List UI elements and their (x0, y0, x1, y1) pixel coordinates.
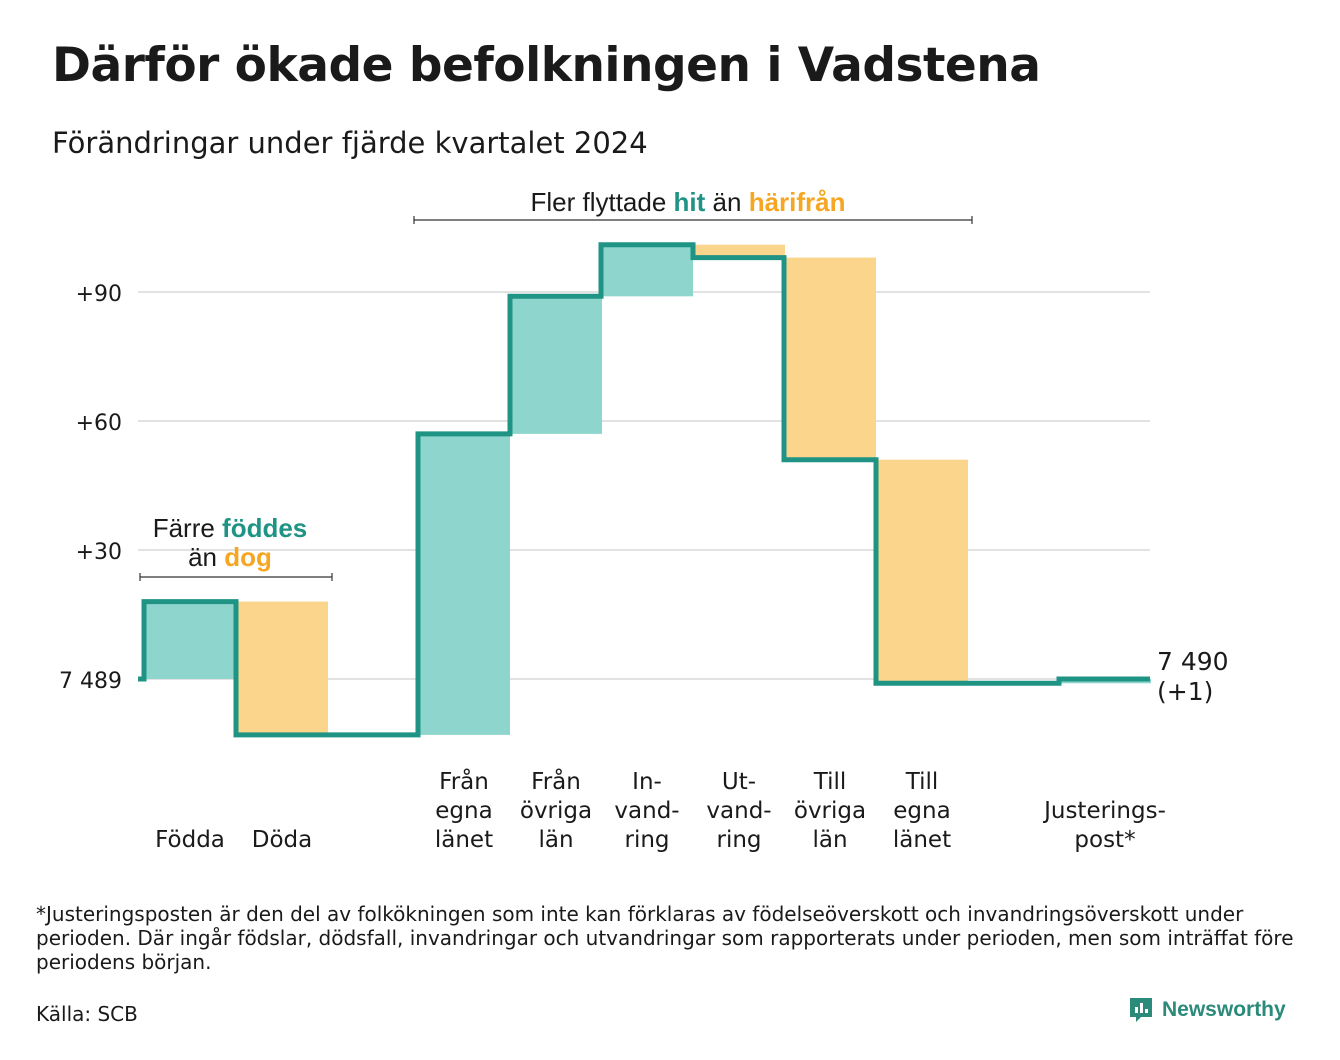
end-value-label: 7 490 (1157, 647, 1229, 676)
bar-1 (236, 601, 328, 735)
category-label: egna (435, 798, 492, 824)
annotation-plain-word: Färre (153, 513, 222, 543)
annotation-gain-word: hit (674, 187, 706, 217)
chart-title: Därför ökade befolkningen i Vadstena (52, 38, 1041, 93)
bar-3 (510, 296, 602, 434)
end-value-label: (+1) (1157, 677, 1213, 706)
bar-4 (601, 244, 693, 297)
category-label: länet (435, 827, 493, 853)
annotation-loss-word: härifrån (749, 187, 846, 217)
annotation-text: Färre föddes (153, 513, 308, 543)
y-tick-label: +90 (76, 282, 122, 307)
bars (144, 244, 1151, 735)
annotation-loss-word: dog (224, 542, 272, 572)
category-label: Från (439, 767, 489, 795)
y-tick-label: 7 489 (59, 669, 122, 694)
category-label: Döda (252, 827, 312, 853)
annotation-plain-word: än (188, 542, 224, 572)
grid-lines: 7 489 +30 +60 +90 (59, 282, 1150, 694)
annotation-text: Fler flyttade hit än härifrån (530, 187, 845, 217)
category-label: post* (1074, 827, 1135, 853)
category-label: Från (531, 767, 581, 795)
bar-0 (144, 601, 236, 679)
source-label: Källa: SCB (36, 1002, 138, 1026)
category-label: län (812, 827, 847, 853)
category-label: Justerings- (1042, 798, 1166, 824)
category-label: ring (624, 827, 669, 853)
annotation-text: än dog (188, 542, 272, 572)
category-label: Födda (155, 827, 225, 853)
category-label: Till (813, 769, 847, 795)
category-label: övriga (520, 798, 592, 824)
bar-5 (693, 244, 785, 258)
bar-7 (876, 459, 968, 684)
category-labels: 7 490(+1) Födda Döda Från egna länet Från övrig… (155, 647, 1228, 853)
bar-chart-speech-bubble-icon (1130, 998, 1152, 1022)
category-label: egna (893, 798, 950, 824)
brand-logo: Newsworthy (1128, 996, 1286, 1024)
step-line-layer (138, 242, 1150, 738)
category-label: länet (893, 827, 951, 853)
y-tick-label: +30 (76, 540, 122, 565)
category-label: In- (632, 769, 662, 795)
annotation-plain-word: Fler flyttade (530, 187, 673, 217)
category-label: ring (716, 827, 761, 853)
footnote: *Justeringsposten är den del av folkökni… (36, 902, 1294, 974)
category-label: län (538, 827, 573, 853)
y-tick-label: +60 (76, 411, 122, 436)
category-label: övriga (794, 798, 866, 824)
bar-6 (784, 257, 876, 460)
brand-name: Newsworthy (1162, 998, 1286, 1021)
category-label: Ut- (722, 769, 756, 795)
category-label: vand- (706, 798, 771, 824)
annotation-gain-word: föddes (222, 513, 307, 543)
category-label: vand- (614, 798, 679, 824)
chart-subtitle: Förändringar under fjärde kvartalet 2024 (52, 126, 648, 160)
annotation-plain-word: än (705, 187, 748, 217)
bar-2 (418, 433, 510, 735)
cumulative-step-line (138, 242, 1150, 738)
category-label: Till (905, 769, 939, 795)
